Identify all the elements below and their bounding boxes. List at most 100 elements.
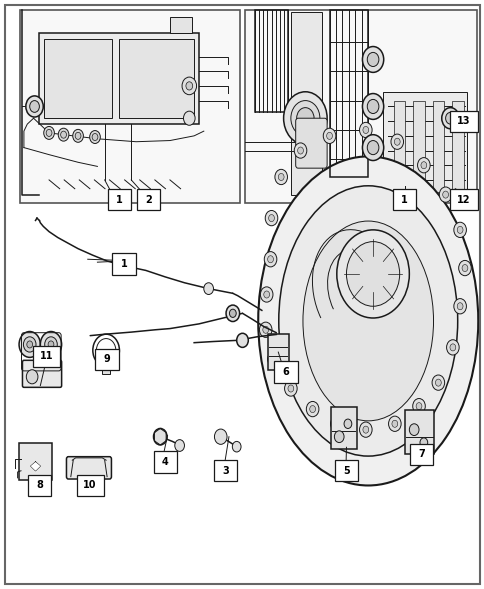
Bar — [254, 9, 288, 112]
Circle shape — [92, 134, 98, 141]
Circle shape — [359, 422, 371, 437]
Circle shape — [336, 230, 408, 318]
Bar — [33, 346, 60, 367]
Circle shape — [388, 416, 400, 431]
Circle shape — [362, 47, 383, 72]
Bar — [136, 189, 159, 210]
Circle shape — [390, 134, 403, 150]
Circle shape — [73, 130, 83, 143]
Bar — [153, 451, 176, 472]
Circle shape — [419, 438, 427, 447]
Bar — [76, 475, 104, 496]
Circle shape — [274, 170, 287, 184]
Circle shape — [449, 344, 455, 351]
Circle shape — [264, 252, 276, 267]
Bar — [169, 16, 191, 33]
Circle shape — [271, 356, 276, 363]
Circle shape — [46, 130, 52, 137]
Circle shape — [19, 332, 40, 358]
Circle shape — [306, 402, 318, 417]
Bar — [432, 101, 443, 191]
Circle shape — [26, 370, 38, 384]
Circle shape — [229, 309, 236, 317]
Circle shape — [333, 420, 339, 427]
Bar — [412, 101, 424, 191]
Bar — [101, 362, 111, 369]
Circle shape — [262, 326, 268, 333]
Circle shape — [45, 337, 57, 352]
Circle shape — [456, 303, 462, 310]
Circle shape — [362, 135, 383, 161]
Text: 8: 8 — [36, 481, 43, 491]
FancyBboxPatch shape — [295, 118, 326, 168]
Circle shape — [183, 111, 195, 125]
Bar — [392, 189, 415, 210]
FancyBboxPatch shape — [267, 334, 288, 370]
Bar — [20, 9, 240, 203]
Circle shape — [58, 128, 69, 141]
Circle shape — [60, 131, 66, 138]
Circle shape — [296, 108, 314, 129]
Circle shape — [441, 108, 458, 129]
Bar — [329, 9, 367, 177]
Circle shape — [453, 299, 466, 314]
Circle shape — [153, 428, 166, 445]
Circle shape — [174, 439, 184, 451]
Circle shape — [232, 441, 241, 452]
Bar — [112, 253, 136, 274]
Circle shape — [393, 138, 399, 145]
Circle shape — [330, 416, 342, 431]
Circle shape — [439, 187, 451, 202]
Circle shape — [278, 173, 284, 180]
Text: 1: 1 — [116, 195, 122, 205]
Circle shape — [366, 141, 378, 155]
Circle shape — [284, 381, 297, 396]
Text: 1: 1 — [121, 259, 127, 269]
Circle shape — [323, 128, 335, 144]
Circle shape — [435, 379, 440, 386]
Circle shape — [362, 127, 368, 134]
Bar — [28, 475, 51, 496]
Circle shape — [362, 94, 383, 120]
Bar — [382, 92, 467, 194]
Bar — [107, 189, 131, 210]
Circle shape — [456, 226, 462, 233]
Circle shape — [267, 256, 273, 263]
Text: 13: 13 — [456, 116, 470, 126]
Circle shape — [417, 158, 429, 173]
Ellipse shape — [278, 186, 457, 456]
Circle shape — [453, 222, 466, 237]
Circle shape — [90, 131, 100, 144]
Circle shape — [442, 191, 448, 198]
Polygon shape — [30, 462, 40, 471]
Circle shape — [458, 260, 470, 276]
Circle shape — [236, 333, 248, 348]
Circle shape — [263, 291, 269, 298]
Circle shape — [294, 143, 306, 158]
Circle shape — [366, 100, 378, 114]
Bar — [409, 444, 432, 465]
Circle shape — [415, 403, 421, 410]
Circle shape — [461, 264, 467, 272]
Circle shape — [27, 341, 32, 348]
Text: 9: 9 — [104, 354, 110, 364]
Text: 2: 2 — [145, 195, 151, 205]
Circle shape — [23, 337, 36, 352]
Circle shape — [412, 399, 424, 414]
Bar — [102, 368, 110, 375]
Ellipse shape — [302, 221, 433, 421]
FancyBboxPatch shape — [22, 360, 61, 388]
Text: 1: 1 — [400, 195, 407, 205]
Bar — [44, 39, 112, 118]
FancyBboxPatch shape — [330, 408, 356, 449]
Bar — [244, 9, 476, 203]
Bar — [95, 349, 119, 370]
Text: 12: 12 — [456, 195, 470, 205]
FancyBboxPatch shape — [404, 411, 433, 454]
Circle shape — [359, 123, 371, 138]
Circle shape — [260, 287, 272, 302]
Circle shape — [40, 332, 61, 358]
Circle shape — [391, 420, 397, 427]
Circle shape — [26, 96, 43, 117]
Circle shape — [283, 92, 326, 145]
